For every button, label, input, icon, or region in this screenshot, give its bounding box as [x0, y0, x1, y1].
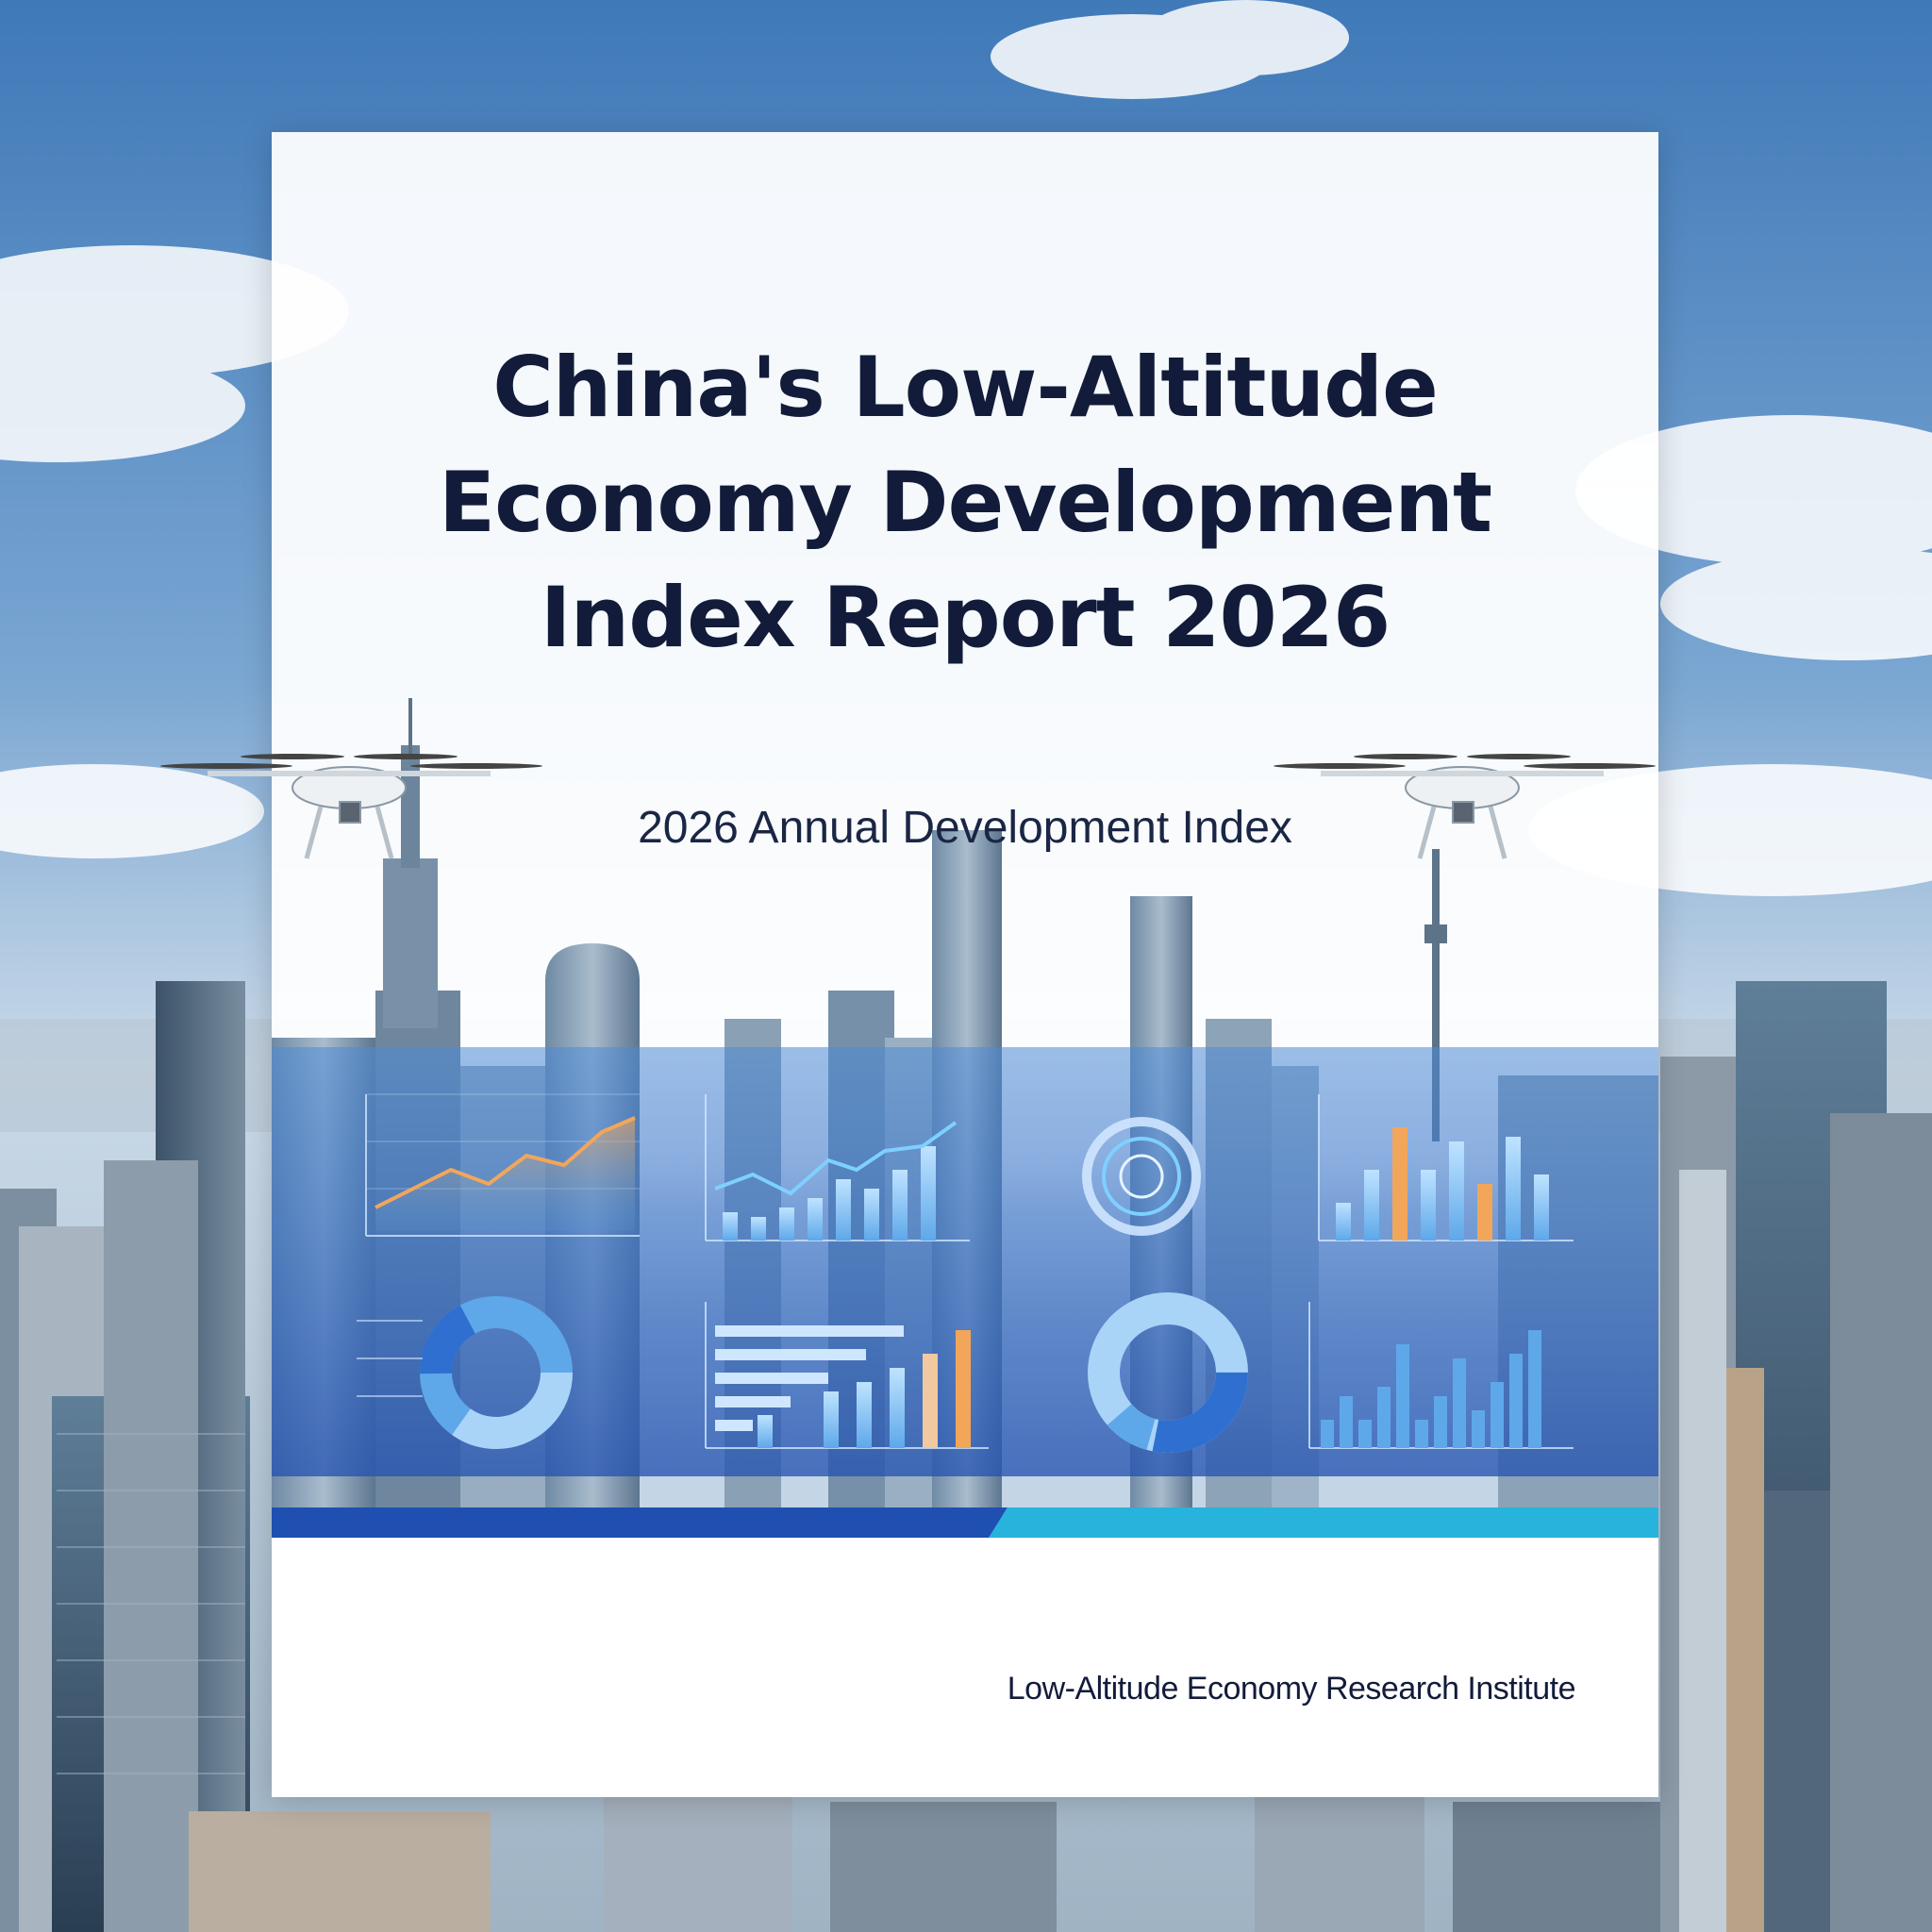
dashboard-area-chart: [365, 1093, 640, 1237]
dashboard-bar-chart: [1318, 1094, 1574, 1241]
accent-band-light: [989, 1507, 1658, 1538]
publisher-name: Low-Altitude Economy Research Institute: [1007, 1671, 1576, 1707]
report-subtitle: 2026 Annual Development Index: [638, 803, 1292, 853]
drone-icon: [1274, 754, 1656, 859]
dashboard-bar-line-chart: [705, 1094, 970, 1241]
dashboard-donut-chart: [1088, 1292, 1248, 1453]
drone-icon: [160, 754, 542, 859]
dashboard-gauge-ring: [1082, 1117, 1201, 1236]
dashboard-horizontal-bar-chart: [705, 1302, 989, 1449]
dashboard-donut-chart: [357, 1296, 573, 1449]
city-buildings: [0, 981, 1932, 1932]
accent-band-dark: [272, 1507, 1008, 1538]
report-cover: China's Low-Altitude Economy Development…: [272, 132, 1658, 1797]
dashboard-bar-chart: [1308, 1302, 1574, 1449]
cover-artwork: [272, 698, 1658, 1797]
report-title: China's Low-Altitude Economy Development…: [438, 339, 1492, 666]
